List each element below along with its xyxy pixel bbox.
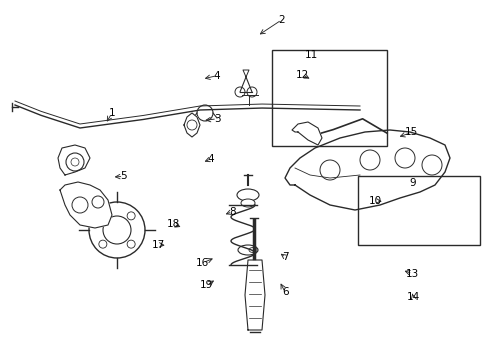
Polygon shape bbox=[60, 182, 112, 228]
Circle shape bbox=[360, 150, 380, 170]
Text: 12: 12 bbox=[295, 70, 309, 80]
Circle shape bbox=[197, 105, 213, 121]
Ellipse shape bbox=[249, 248, 257, 252]
Circle shape bbox=[103, 216, 131, 244]
Text: 3: 3 bbox=[214, 114, 220, 124]
Text: 4: 4 bbox=[207, 154, 214, 164]
Polygon shape bbox=[292, 122, 322, 145]
Text: 1: 1 bbox=[108, 108, 115, 118]
Text: 15: 15 bbox=[405, 127, 418, 138]
Ellipse shape bbox=[237, 189, 259, 201]
Text: 2: 2 bbox=[278, 15, 285, 25]
Circle shape bbox=[127, 240, 135, 248]
Circle shape bbox=[99, 240, 107, 248]
Polygon shape bbox=[58, 145, 90, 175]
Text: 14: 14 bbox=[406, 292, 420, 302]
Bar bbox=[272, 50, 387, 146]
Text: 11: 11 bbox=[305, 50, 318, 60]
Text: 6: 6 bbox=[282, 287, 289, 297]
Text: 7: 7 bbox=[282, 252, 289, 262]
Circle shape bbox=[422, 155, 442, 175]
Polygon shape bbox=[285, 130, 450, 210]
Text: 16: 16 bbox=[196, 258, 210, 268]
Text: 9: 9 bbox=[409, 178, 416, 188]
Text: 4: 4 bbox=[214, 71, 220, 81]
Circle shape bbox=[303, 125, 317, 139]
Polygon shape bbox=[184, 113, 200, 137]
Ellipse shape bbox=[241, 199, 255, 207]
Circle shape bbox=[235, 87, 245, 97]
Circle shape bbox=[72, 197, 88, 213]
Circle shape bbox=[187, 120, 197, 130]
Text: 19: 19 bbox=[200, 280, 214, 290]
Bar bbox=[358, 176, 480, 245]
Text: 8: 8 bbox=[229, 207, 236, 217]
Circle shape bbox=[395, 148, 415, 168]
Circle shape bbox=[66, 153, 84, 171]
Text: 18: 18 bbox=[167, 219, 180, 229]
Ellipse shape bbox=[238, 245, 258, 255]
Text: 17: 17 bbox=[151, 240, 165, 250]
Circle shape bbox=[92, 196, 104, 208]
Polygon shape bbox=[245, 260, 265, 330]
Circle shape bbox=[247, 87, 257, 97]
Circle shape bbox=[320, 160, 340, 180]
Text: 5: 5 bbox=[120, 171, 127, 181]
Circle shape bbox=[89, 202, 145, 258]
Text: 10: 10 bbox=[369, 196, 382, 206]
Circle shape bbox=[127, 212, 135, 220]
Text: 13: 13 bbox=[406, 269, 419, 279]
Circle shape bbox=[99, 212, 107, 220]
